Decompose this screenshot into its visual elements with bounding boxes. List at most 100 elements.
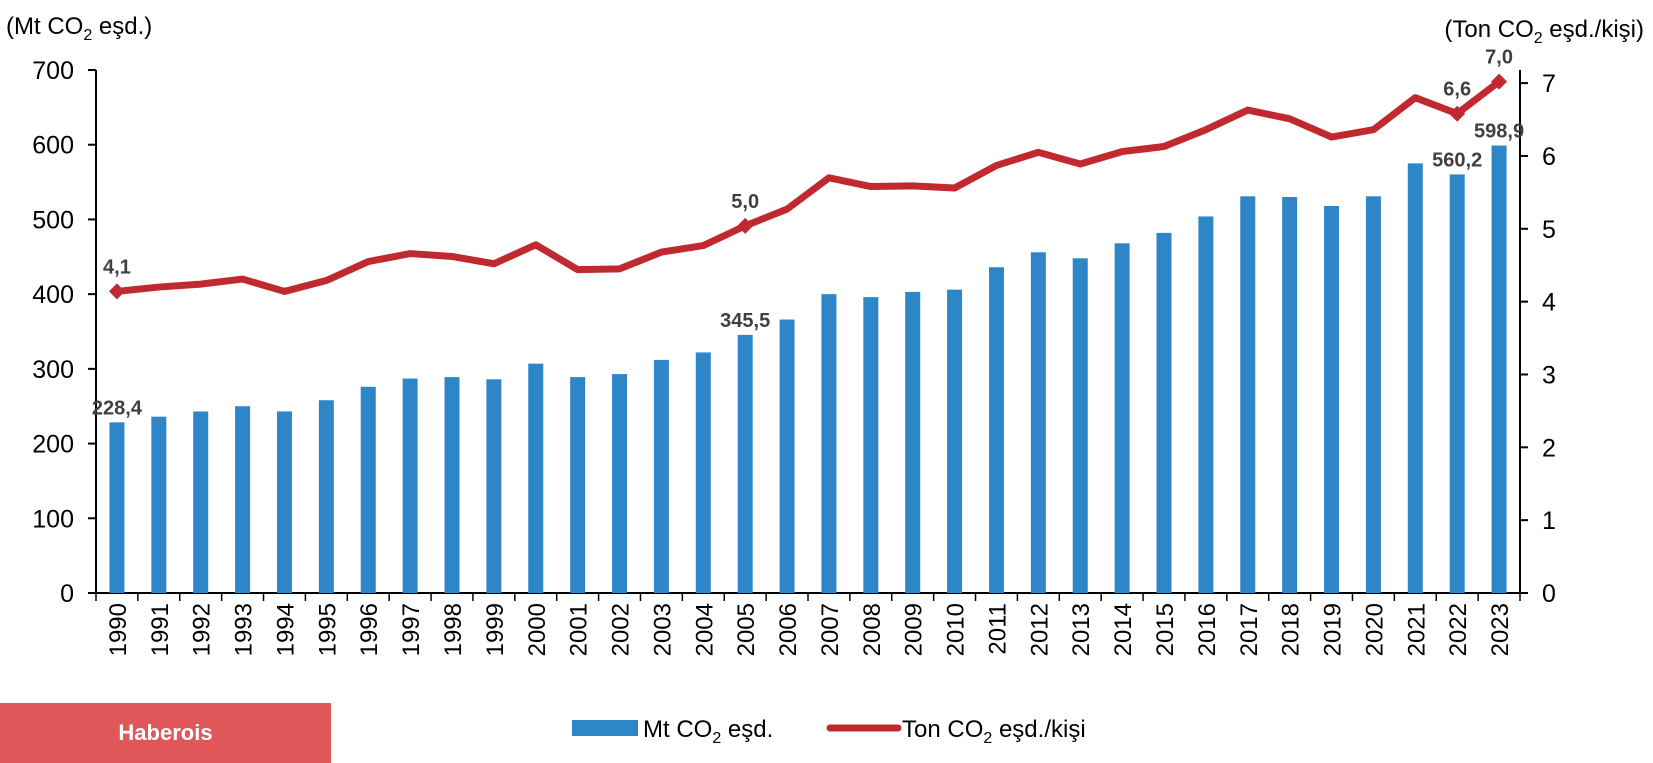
line-marker-2005	[737, 217, 754, 234]
left-tick-label: 400	[32, 281, 74, 309]
x-tick-label: 2002	[608, 603, 635, 656]
bar-2016	[1198, 216, 1214, 593]
x-tick-label: 2009	[901, 603, 928, 656]
bar-1998	[444, 377, 460, 593]
x-tick-label: 2012	[1026, 603, 1053, 656]
bar-value-label-2022: 560,2	[1432, 149, 1482, 171]
bar-2014	[1114, 243, 1130, 593]
bar-2005	[737, 334, 753, 593]
right-tick-label: 1	[1542, 507, 1556, 535]
x-tick-label: 2014	[1110, 603, 1137, 656]
bar-2007	[821, 294, 837, 593]
bar-1992	[193, 411, 209, 593]
bar-2021	[1407, 163, 1423, 593]
x-tick-label: 2022	[1445, 603, 1472, 656]
x-tick-label: 2005	[733, 603, 760, 656]
bar-2013	[1072, 258, 1088, 593]
bar-2000	[528, 363, 544, 593]
x-tick-label: 1994	[272, 603, 299, 656]
left-tick-label: 100	[32, 505, 74, 533]
x-tick-label: 2000	[524, 603, 551, 656]
x-tick-label: 1995	[314, 603, 341, 656]
bar-2009	[905, 291, 921, 593]
x-tick-label: 2006	[775, 603, 802, 656]
x-tick-label: 1998	[440, 603, 467, 656]
left-axis-title: (Mt CO2 eşd.)	[6, 13, 152, 44]
x-tick-label: 2007	[817, 603, 844, 656]
bar-2004	[695, 352, 711, 593]
x-tick-label: 1990	[105, 603, 132, 656]
bar-2022	[1449, 174, 1465, 594]
left-tick-label: 0	[60, 580, 74, 608]
x-tick-label: 1997	[398, 603, 425, 656]
x-tick-label: 2011	[984, 603, 1011, 655]
x-tick-label: 2023	[1487, 603, 1514, 656]
bar-1991	[151, 416, 167, 593]
bar-1993	[235, 406, 251, 593]
line-value-label-1990: 4,1	[103, 256, 131, 278]
left-tick-label: 200	[32, 431, 74, 459]
bar-1997	[402, 378, 418, 593]
bar-2008	[863, 297, 879, 593]
x-tick-label: 2003	[649, 603, 676, 656]
x-tick-label: 2016	[1194, 603, 1221, 656]
line-value-label-2005: 5,0	[731, 191, 759, 213]
bar-2019	[1324, 205, 1340, 594]
line-value-label-2022: 6,6	[1443, 79, 1471, 101]
x-tick-label: 2013	[1068, 603, 1095, 656]
right-tick-label: 0	[1542, 580, 1556, 608]
bar-2012	[1030, 252, 1046, 593]
bar-2010	[947, 289, 963, 593]
bar-value-label-2023: 598,9	[1474, 121, 1524, 143]
x-tick-label: 1993	[231, 603, 258, 656]
x-tick-label: 1999	[482, 603, 509, 656]
line-marker-2023	[1491, 73, 1508, 90]
right-tick-label: 3	[1542, 361, 1556, 389]
legend-bar-swatch	[572, 720, 638, 736]
x-tick-label: 1991	[147, 603, 174, 656]
x-tick-label: 2018	[1278, 603, 1305, 656]
left-tick-label: 600	[32, 132, 74, 160]
bar-1999	[486, 379, 502, 593]
bar-2015	[1156, 232, 1172, 593]
right-axis-title: (Ton CO2 eşd./kişi)	[1444, 16, 1644, 47]
x-tick-label: 2008	[859, 603, 886, 656]
bar-2001	[570, 377, 586, 593]
bar-value-label-1990: 228,4	[92, 397, 143, 419]
x-tick-label: 1996	[356, 603, 383, 656]
left-tick-label: 500	[32, 206, 74, 234]
watermark-logo: Haberois	[0, 703, 331, 763]
right-tick-label: 6	[1542, 143, 1556, 171]
right-tick-label: 4	[1542, 289, 1556, 317]
bar-2006	[779, 319, 795, 593]
bar-2020	[1365, 196, 1381, 593]
x-tick-label: 2020	[1361, 603, 1388, 656]
legend-line-label: Ton CO2 eşd./kişi	[902, 716, 1086, 747]
right-tick-label: 7	[1542, 70, 1556, 98]
line-marker-2022	[1449, 105, 1466, 122]
bar-1996	[360, 386, 376, 593]
x-tick-label: 2010	[943, 603, 970, 656]
line-value-label-2023: 7,0	[1485, 47, 1513, 69]
bar-2018	[1282, 197, 1298, 593]
x-tick-label: 1992	[189, 603, 216, 656]
x-tick-label: 2001	[566, 603, 593, 656]
x-tick-label: 2021	[1403, 603, 1430, 656]
left-tick-label: 700	[32, 57, 74, 85]
x-tick-label: 2015	[1152, 603, 1179, 656]
x-tick-label: 2004	[691, 603, 718, 656]
bar-value-label-2005: 345,5	[720, 310, 770, 332]
bar-2011	[988, 267, 1004, 593]
bar-2003	[653, 359, 669, 593]
bar-2023	[1491, 145, 1507, 594]
bar-1994	[276, 411, 292, 593]
legend-bar-label: Mt CO2 eşd.	[643, 716, 773, 747]
bar-2017	[1240, 196, 1256, 593]
bar-1995	[318, 400, 334, 593]
per-capita-line	[113, 78, 1503, 295]
bar-2002	[612, 374, 628, 593]
x-tick-label: 2017	[1236, 603, 1263, 656]
x-tick-label: 2019	[1320, 603, 1347, 656]
bar-1990	[109, 422, 125, 593]
